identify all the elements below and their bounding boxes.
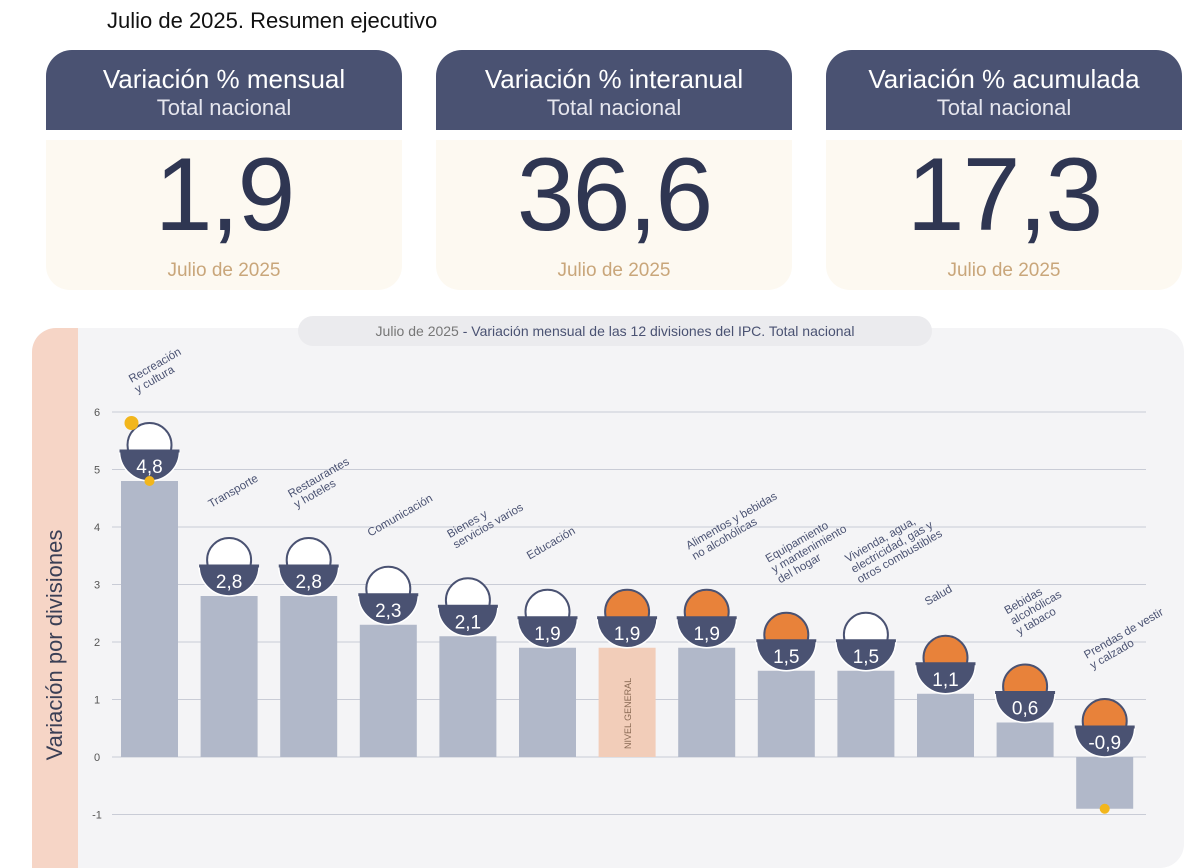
- value-badge: [755, 640, 818, 672]
- data-label: 2,3: [375, 601, 401, 622]
- data-label: 1,9: [614, 624, 640, 645]
- card-header: Variación % acumulada Total nacional: [826, 50, 1182, 130]
- bar: [121, 481, 178, 757]
- data-label: 1,5: [773, 647, 799, 668]
- data-label: 0,6: [1012, 699, 1038, 720]
- bar: [678, 647, 736, 757]
- data-label: 1,9: [693, 624, 719, 645]
- category-label: Comunicación: [366, 493, 435, 540]
- data-label: -0,9: [1088, 733, 1121, 754]
- category-label: Bienes yservicios varios: [445, 491, 525, 551]
- value-badge: [357, 594, 420, 626]
- category-label: Recreacióny cultura: [127, 346, 189, 396]
- category-label: Bebidasalcohólicasy tabaco: [1003, 578, 1070, 638]
- bar: [519, 647, 576, 757]
- bar: [996, 722, 1054, 757]
- card-body: 36,6 Julio de 2025: [436, 140, 792, 290]
- value-badge: [675, 617, 738, 649]
- ylabel-strip: [32, 328, 78, 868]
- card-body: 1,9 Julio de 2025: [46, 140, 402, 290]
- bar: [1076, 757, 1134, 809]
- card-title: Variación % interanual: [484, 64, 744, 94]
- chart-title: Julio de 2025 - Variación mensual de las…: [298, 316, 932, 346]
- category-label-line: Comunicación: [366, 493, 435, 540]
- category-label-line: Alimentos y bebidas: [684, 490, 779, 552]
- bar: [200, 596, 258, 757]
- category-label: Equipamientoy mantenimientodel hogar: [764, 513, 855, 586]
- page-title: Julio de 2025. Resumen ejecutivo: [107, 8, 438, 33]
- category-label: Restaurantesy hoteles: [286, 456, 357, 511]
- max-marker: [144, 476, 155, 486]
- sun-shape: [124, 416, 139, 430]
- data-label: 2,8: [216, 572, 242, 593]
- value-badge: [516, 617, 579, 649]
- value-badge: [914, 663, 977, 695]
- card-subtitle: Total nacional: [936, 95, 1072, 120]
- card-monthly: Variación % mensual Total nacional 1,9 J…: [46, 50, 402, 290]
- value-badge: [277, 565, 340, 597]
- value-badge: [596, 617, 658, 649]
- y-tick-label: 1: [94, 695, 100, 707]
- card-header: Variación % interanual Total nacional: [436, 50, 792, 130]
- y-tick-label: 2: [94, 637, 100, 649]
- bar: [917, 693, 974, 757]
- card-body: 17,3 Julio de 2025: [826, 140, 1182, 290]
- card-subtitle: Total nacional: [546, 95, 682, 120]
- card-value: 36,6: [516, 137, 713, 253]
- card-cumulative: Variación % acumulada Total nacional 17,…: [826, 50, 1182, 290]
- data-label: 1,1: [932, 670, 958, 691]
- bar: [359, 624, 417, 757]
- card-value: 1,9: [154, 137, 296, 253]
- y-tick-label: 3: [94, 580, 100, 592]
- bar: [598, 647, 656, 757]
- category-label: Vivienda, agua,electricidad, gas yotros …: [843, 507, 944, 586]
- card-date: Julio de 2025: [167, 260, 281, 281]
- chart-title-text: - Variación mensual de las 12 divisiones…: [462, 323, 855, 339]
- value-badge: [1073, 726, 1136, 758]
- value-badge: [198, 565, 260, 597]
- y-tick-label: 6: [94, 407, 100, 419]
- category-label-line: Educación: [525, 525, 578, 562]
- bar: [757, 670, 815, 757]
- card-subtitle: Total nacional: [156, 95, 292, 120]
- card-date: Julio de 2025: [557, 260, 671, 281]
- bar-inner-label: NIVEL GENERAL: [623, 678, 633, 749]
- data-label: 1,5: [853, 647, 879, 668]
- min-marker: [1099, 803, 1110, 814]
- y-tick-label: 0: [94, 752, 100, 764]
- card-yearly: Variación % interanual Total nacional 36…: [436, 50, 792, 290]
- card-title: Variación % acumulada: [868, 64, 1140, 94]
- data-label: 4,8: [136, 457, 162, 478]
- y-tick-label: 4: [94, 522, 100, 534]
- bar: [837, 670, 895, 757]
- value-badge: [437, 605, 499, 637]
- y-tick-label: 5: [94, 465, 100, 477]
- category-label: Salud: [923, 583, 954, 608]
- data-label: 2,8: [295, 572, 321, 593]
- data-label: 2,1: [455, 612, 481, 633]
- chart-title-date: Julio de 2025: [375, 323, 459, 339]
- value-badge: [835, 640, 897, 672]
- card-header: Variación % mensual Total nacional: [46, 50, 402, 130]
- card-title: Variación % mensual: [102, 64, 346, 94]
- bar: [280, 596, 338, 757]
- category-label: Transporte: [207, 473, 261, 511]
- data-label: 1,9: [534, 624, 560, 645]
- y-tick-label: -1: [92, 810, 102, 822]
- category-label-line: Transporte: [207, 473, 261, 511]
- card-value: 17,3: [906, 137, 1103, 253]
- card-date: Julio de 2025: [947, 260, 1061, 281]
- category-label-line: Salud: [923, 583, 954, 608]
- value-badge: [994, 691, 1056, 724]
- category-label: Educación: [525, 525, 578, 562]
- bar: [439, 636, 497, 757]
- category-label: Prendas de vestiry calzado: [1082, 606, 1172, 672]
